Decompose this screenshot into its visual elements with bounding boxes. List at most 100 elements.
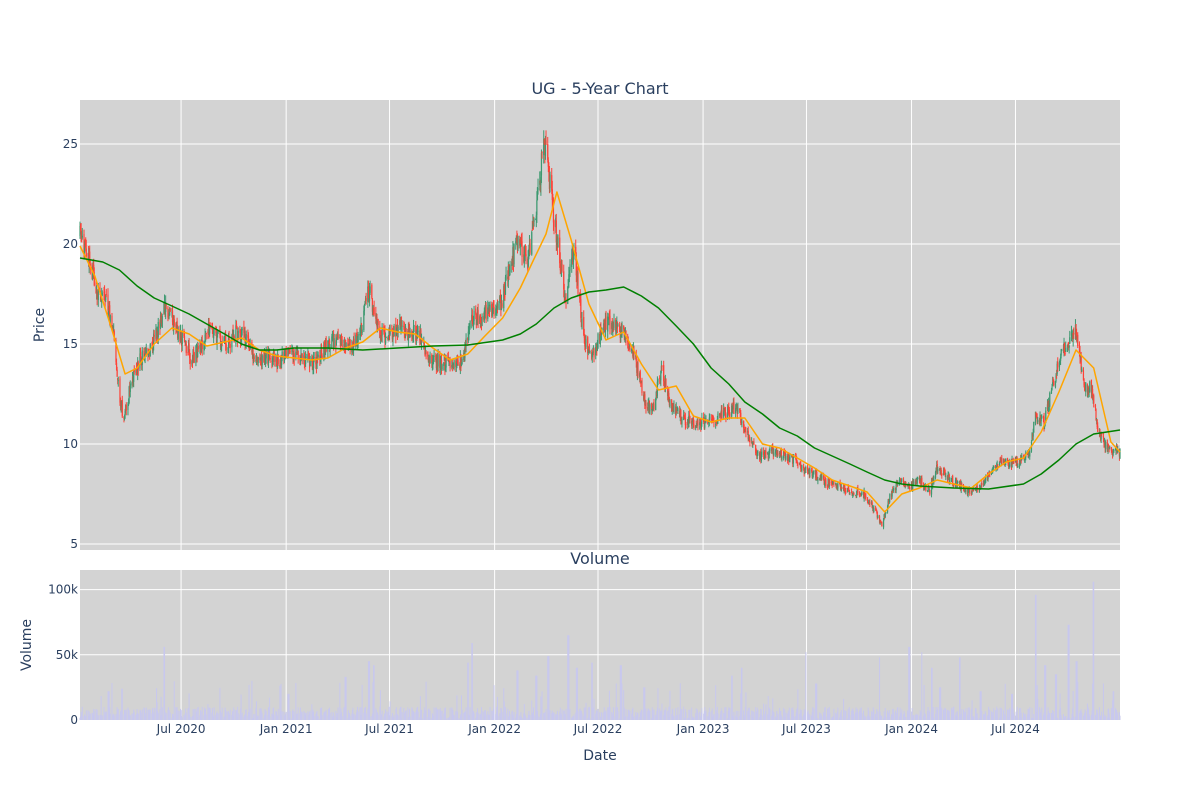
candle-body bbox=[971, 488, 973, 494]
candle-body bbox=[545, 140, 547, 145]
candle-body bbox=[120, 405, 122, 408]
volume-bar bbox=[800, 710, 802, 720]
volume-bar bbox=[952, 706, 954, 720]
candle-body bbox=[913, 481, 915, 484]
candle-body bbox=[549, 174, 551, 189]
volume-bar bbox=[413, 712, 415, 720]
volume-bar bbox=[840, 709, 842, 720]
volume-bar bbox=[380, 717, 382, 720]
volume-bar bbox=[752, 718, 754, 720]
volume-bar bbox=[127, 707, 129, 720]
volume-bar bbox=[535, 675, 537, 720]
volume-bar bbox=[879, 711, 881, 720]
volume-bar bbox=[520, 712, 522, 720]
candle-body bbox=[784, 451, 786, 453]
volume-bar bbox=[623, 707, 625, 720]
volume-bar bbox=[1015, 711, 1017, 720]
candle-body bbox=[429, 355, 431, 363]
volume-bar bbox=[1116, 709, 1118, 720]
candle-body bbox=[641, 380, 643, 393]
candle-body bbox=[105, 294, 107, 295]
candle-body bbox=[413, 325, 415, 327]
volume-bar bbox=[320, 715, 322, 720]
volume-bar bbox=[335, 717, 337, 720]
volume-bar bbox=[652, 715, 654, 720]
volume-bar bbox=[548, 656, 550, 720]
volume-bar bbox=[1065, 716, 1067, 720]
volume-bar bbox=[523, 704, 525, 720]
price-y-axis-title: Price bbox=[32, 308, 48, 342]
candle-body bbox=[977, 489, 979, 491]
volume-bar bbox=[1056, 674, 1058, 720]
volume-bar bbox=[693, 717, 695, 720]
candle-body bbox=[109, 305, 111, 323]
volume-bar bbox=[880, 715, 882, 720]
candle-body bbox=[1056, 363, 1058, 374]
volume-bar bbox=[1110, 708, 1112, 720]
volume-bar bbox=[725, 706, 727, 720]
candle-body bbox=[1110, 447, 1113, 451]
candle-body bbox=[711, 418, 713, 420]
volume-bar bbox=[208, 707, 210, 720]
volume-bar bbox=[359, 715, 361, 720]
x-tick-label: Jul 2024 bbox=[990, 722, 1040, 736]
volume-bar bbox=[125, 709, 127, 720]
candle-body bbox=[372, 305, 374, 314]
candle-body bbox=[152, 345, 154, 353]
volume-bar bbox=[1086, 703, 1088, 720]
volume-bar bbox=[716, 706, 718, 720]
volume-bar bbox=[160, 696, 162, 720]
volume-bar bbox=[460, 714, 462, 720]
volume-bar bbox=[264, 708, 266, 720]
candle-body bbox=[465, 338, 467, 347]
candle-body bbox=[300, 354, 302, 361]
volume-bar bbox=[676, 715, 678, 720]
candle-body bbox=[681, 418, 683, 424]
candle-body bbox=[715, 422, 717, 424]
candle-body bbox=[561, 263, 563, 271]
candle-body bbox=[553, 220, 555, 227]
volume-bar bbox=[917, 714, 919, 720]
candle-body bbox=[840, 483, 842, 491]
candle-body bbox=[535, 215, 537, 221]
candle-body bbox=[481, 315, 483, 326]
volume-bar bbox=[511, 711, 513, 720]
candle-body bbox=[160, 317, 162, 321]
candle-body bbox=[269, 357, 271, 360]
candle-body bbox=[739, 409, 741, 414]
volume-bar bbox=[595, 710, 597, 720]
volume-bar bbox=[887, 710, 889, 720]
candle-body bbox=[281, 351, 283, 359]
volume-bar bbox=[389, 715, 391, 720]
volume-bar bbox=[468, 714, 470, 720]
candle-body bbox=[505, 274, 507, 280]
candle-body bbox=[547, 144, 549, 160]
candle-body bbox=[161, 315, 163, 328]
volume-bar bbox=[948, 712, 950, 720]
volume-bar bbox=[347, 710, 349, 720]
volume-bar bbox=[751, 710, 753, 720]
volume-bar bbox=[737, 710, 739, 720]
volume-bar bbox=[1105, 715, 1107, 720]
candle-body bbox=[1085, 382, 1087, 392]
volume-bar bbox=[253, 714, 255, 720]
volume-bar bbox=[636, 716, 638, 720]
volume-bar bbox=[373, 665, 375, 720]
volume-bar bbox=[628, 713, 630, 720]
candle-body bbox=[970, 493, 973, 494]
candle-body bbox=[119, 401, 122, 407]
volume-bar bbox=[940, 687, 942, 720]
volume-bar bbox=[1024, 713, 1026, 720]
candle-body bbox=[840, 487, 842, 491]
volume-bar bbox=[1089, 716, 1091, 720]
volume-bar bbox=[528, 715, 530, 720]
candle-body bbox=[1036, 416, 1038, 422]
candle-body bbox=[401, 325, 403, 327]
volume-bar bbox=[635, 712, 637, 720]
candle-body bbox=[617, 325, 619, 327]
volume-bar bbox=[528, 710, 530, 720]
candle-body bbox=[163, 302, 165, 314]
volume-bar bbox=[847, 718, 849, 720]
candle-body bbox=[1017, 466, 1019, 468]
volume-bar bbox=[583, 715, 585, 720]
